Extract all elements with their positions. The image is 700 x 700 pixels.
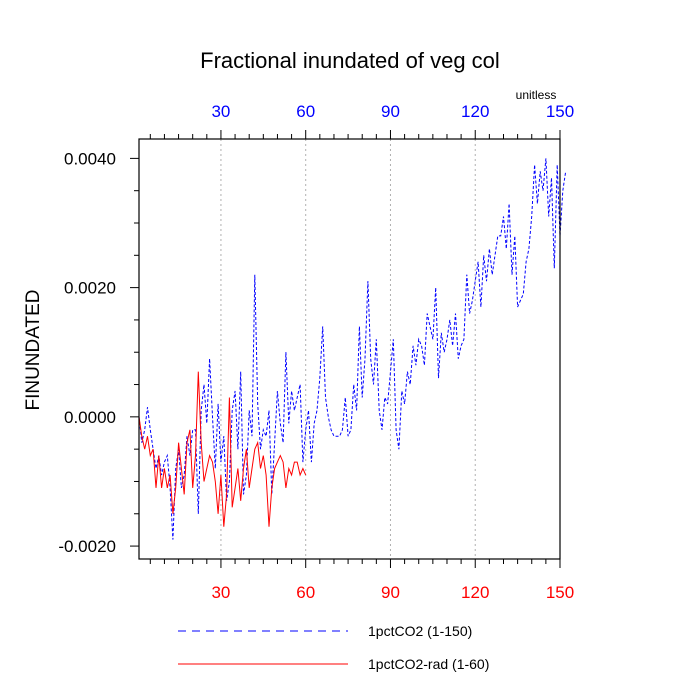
grid-lines [220, 139, 476, 559]
units-label: unitless [516, 88, 557, 102]
x-tick-label-bottom-30: 30 [211, 583, 230, 602]
legend: 1pctCO2 (1-150) 1pctCO2-rad (1-60) [178, 623, 489, 672]
legend-label-1pctco2-rad: 1pctCO2-rad (1-60) [368, 656, 489, 672]
plot-frame [138, 138, 561, 560]
axes: 30 30 60 60 90 90 120 120 150 150 -0.0020 0.0000 0.0… [58, 102, 574, 602]
x-tick-label-bottom-150: 150 [546, 583, 574, 602]
chart-title: Fractional inundated of veg col [200, 48, 500, 73]
x-tick-label-top-30: 30 [211, 102, 230, 121]
plot-series [138, 158, 567, 540]
y-axis-label: FINUNDATED [23, 289, 44, 410]
x-tick-label-bottom-60: 60 [296, 583, 315, 602]
legend-label-1pctco2: 1pctCO2 (1-150) [368, 623, 472, 639]
x-tick-label-top-90: 90 [381, 102, 400, 121]
y-tick-label-0: -0.0020 [58, 537, 116, 556]
x-tick-label-bottom-120: 120 [461, 583, 489, 602]
x-tick-label-top-60: 60 [296, 102, 315, 121]
y-tick-label-3: 0.0040 [64, 149, 116, 168]
x-tick-label-bottom-90: 90 [381, 583, 400, 602]
series-line-2 [138, 371, 307, 527]
y-tick-label-1: 0.0000 [64, 408, 116, 427]
y-tick-label-2: 0.0020 [64, 279, 116, 298]
x-tick-label-top-150: 150 [546, 102, 574, 121]
series-line-1 [138, 158, 567, 540]
x-tick-label-top-120: 120 [461, 102, 489, 121]
